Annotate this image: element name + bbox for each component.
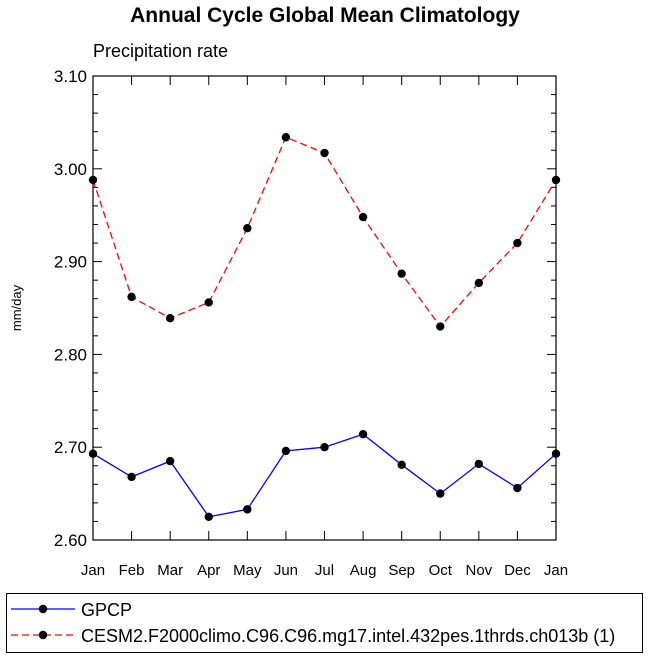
data-point-series-0	[165, 456, 175, 466]
chart: Annual Cycle Global Mean Climatology Pre…	[9, 4, 568, 579]
legend-swatch-gpcp	[11, 604, 75, 614]
data-point-series-0	[281, 446, 291, 456]
x-tick-label: Oct	[429, 562, 453, 579]
y-tick-label: 2.70	[54, 438, 87, 457]
data-point-series-0	[358, 430, 368, 439]
data-point-series-0	[88, 449, 98, 458]
x-tick-label: Jan	[81, 562, 105, 579]
x-tick-label: Nov	[465, 562, 492, 579]
data-point-series-0	[127, 472, 136, 482]
x-tick-label: Jun	[274, 562, 298, 579]
x-tick-label: Apr	[197, 562, 220, 579]
data-point-series-0	[397, 460, 406, 470]
data-point-series-0	[436, 489, 445, 498]
plot-frame	[92, 75, 557, 541]
data-point-series-1	[320, 148, 329, 158]
data-point-series-0	[243, 505, 252, 514]
x-tick-label: Jul	[315, 562, 334, 579]
data-point-series-0	[320, 443, 329, 452]
y-axis-label: mm/day	[9, 284, 24, 331]
x-tick-label: Feb	[119, 562, 145, 579]
y-tick-label: 3.00	[54, 160, 87, 179]
data-point-series-1	[474, 278, 484, 288]
data-point-series-1	[243, 223, 252, 233]
series-layer	[88, 133, 561, 521]
y-tick-label: 3.10	[54, 67, 87, 86]
data-point-series-1	[281, 133, 291, 142]
legend-label-cesm2: CESM2.F2000climo.C96.C96.mg17.intel.432p…	[81, 626, 616, 646]
axes: 2.60 2.70 2.80 2.90 3.00 3.10 Jan Feb Mar Apr May J…	[54, 67, 568, 579]
data-point-series-1	[397, 269, 406, 278]
x-tick-label: Dec	[504, 562, 531, 579]
data-point-series-1	[204, 298, 213, 307]
x-tick-label: Jan	[544, 562, 568, 579]
y-tick-label: 2.80	[54, 345, 87, 364]
legend-item-gpcp: GPCP	[7, 598, 642, 622]
series-line-1	[92, 136, 557, 328]
legend-item-cesm2: CESM2.F2000climo.C96.C96.mg17.intel.432p…	[7, 624, 642, 648]
data-point-series-1	[436, 322, 445, 331]
x-tick-label: Aug	[350, 562, 377, 579]
legend-swatch-cesm2	[11, 630, 75, 640]
data-point-series-0	[204, 512, 213, 521]
data-point-series-1	[165, 314, 175, 323]
x-tick-label: Sep	[388, 562, 415, 579]
y-tick-label: 2.90	[54, 253, 87, 272]
chart-subtitle: Precipitation rate	[93, 41, 228, 61]
data-point-series-0	[513, 483, 522, 493]
data-point-series-1	[127, 292, 136, 302]
legend: GPCP CESM2.F2000climo.C96.C96.mg17.intel…	[6, 593, 643, 653]
data-point-series-0	[551, 449, 561, 458]
data-point-series-0	[474, 459, 484, 469]
y-tick-label: 2.60	[54, 531, 87, 550]
data-point-series-1	[88, 175, 98, 185]
x-tick-label: Mar	[157, 562, 183, 579]
data-point-series-1	[551, 175, 561, 185]
x-tick-label: May	[233, 562, 262, 579]
legend-label-gpcp: GPCP	[81, 600, 133, 620]
data-point-series-1	[358, 212, 368, 222]
data-point-series-1	[513, 238, 522, 248]
chart-title: Annual Cycle Global Mean Climatology	[130, 4, 520, 27]
